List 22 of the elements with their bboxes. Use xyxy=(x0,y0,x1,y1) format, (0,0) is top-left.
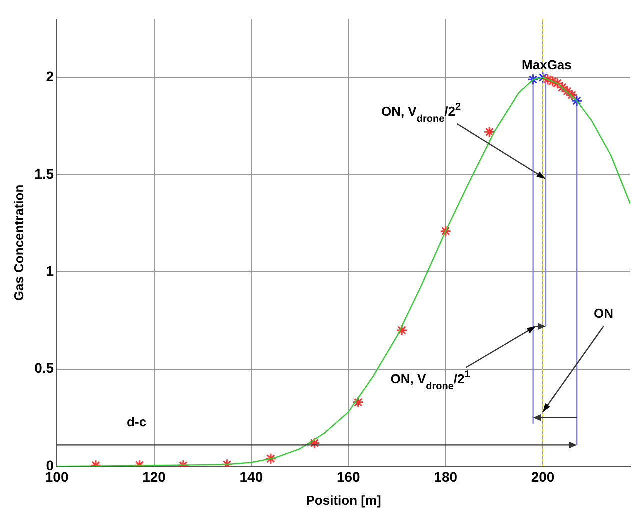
x-tick-label: 140 xyxy=(240,468,264,485)
x-tick-label: 120 xyxy=(142,468,166,485)
point xyxy=(352,396,364,408)
y-tick-label: 1 xyxy=(46,263,54,280)
x-tick-label: 160 xyxy=(336,468,361,485)
point xyxy=(484,126,496,138)
y-axis-title: Gas Concentration xyxy=(11,184,26,302)
y-tick-label: 0 xyxy=(46,457,54,474)
y-tick-label: 1.5 xyxy=(34,166,54,182)
annotation: d-c xyxy=(127,414,147,430)
point xyxy=(396,324,408,336)
y-tick-label: 2 xyxy=(46,68,54,85)
point xyxy=(440,226,452,238)
x-axis-title: Position [m] xyxy=(306,492,382,508)
point xyxy=(571,95,583,107)
x-tick-label: 200 xyxy=(531,468,555,485)
y-tick-label: 0.5 xyxy=(34,360,54,376)
x-tick-label: 180 xyxy=(434,468,458,485)
annotation: MaxGas xyxy=(522,58,572,73)
annotation: ON xyxy=(594,306,614,322)
point xyxy=(537,72,549,84)
point xyxy=(528,74,540,86)
